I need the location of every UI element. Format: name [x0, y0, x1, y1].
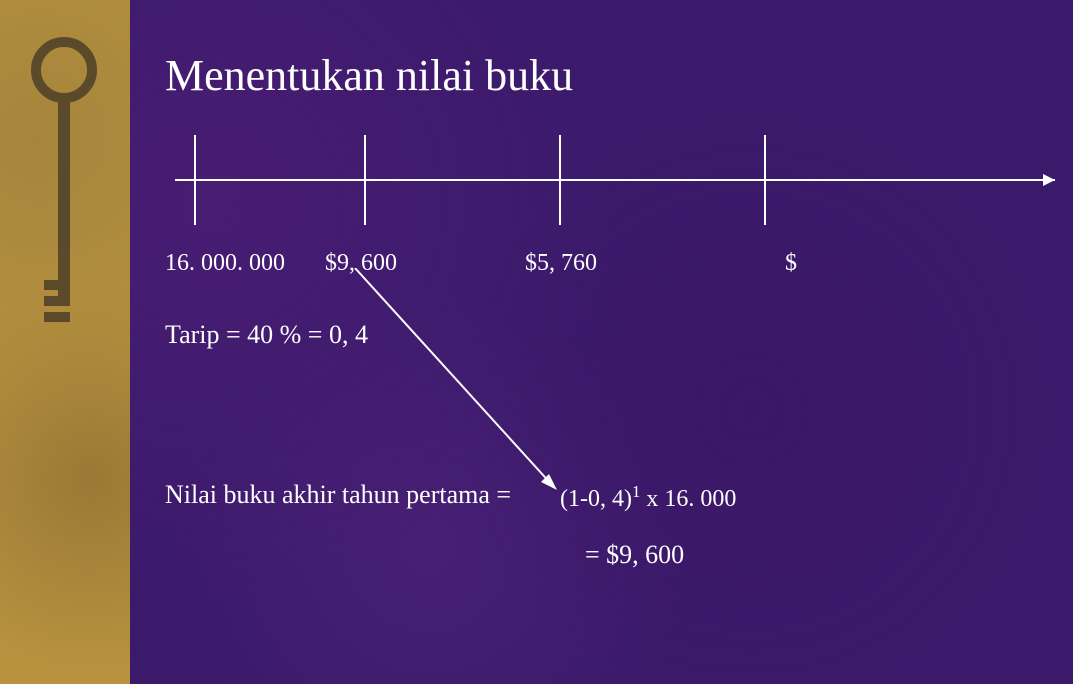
- timeline-diagram: [165, 130, 1073, 240]
- key-icon: [24, 30, 104, 370]
- slide-content: Menentukan nilai buku 16. 000. 000 $9, 6…: [155, 0, 1073, 684]
- nilai-prefix: Nilai buku akhir tahun pertama =: [165, 480, 511, 510]
- timeline-label-0: 16. 000. 000: [165, 250, 285, 277]
- formula-rhs: (1-0, 4)1 x 16. 000: [560, 482, 736, 513]
- sidebar-decorative: [0, 0, 130, 684]
- timeline-label-3: $: [785, 250, 797, 277]
- slide-title: Menentukan nilai buku: [165, 50, 573, 101]
- formula-result: = $9, 600: [585, 540, 684, 570]
- pointer-arrow: [335, 268, 575, 508]
- tarip-line: Tarip = 40 % = 0, 4: [165, 320, 368, 350]
